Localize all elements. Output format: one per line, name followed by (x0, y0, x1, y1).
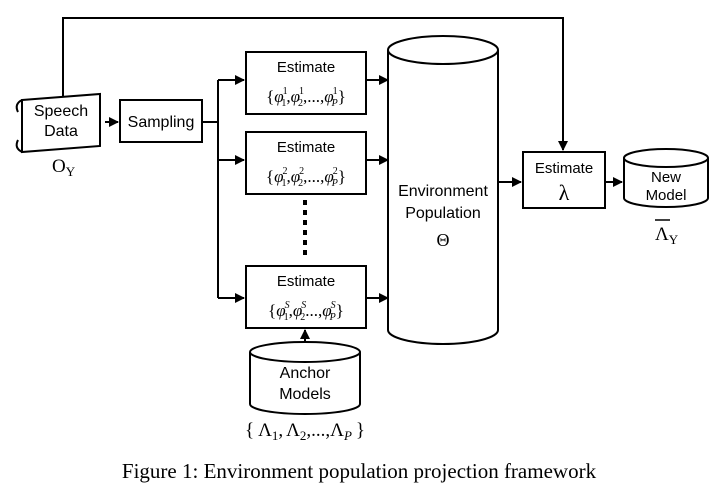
estimate-box-1: Estimate {φ1 1,φ1 2,...,φ1 P} (245, 51, 367, 115)
scroll-curl-top (15, 99, 23, 113)
environment-population-node: Environment Population Θ (387, 35, 499, 345)
speech-data-label-line1: Speech (34, 103, 88, 120)
estimate-1-title: Estimate (277, 59, 335, 76)
anchor-label-line2: Models (279, 386, 331, 403)
speech-data-node: Speech Data OY (15, 92, 101, 179)
estimate-s-title: Estimate (277, 273, 335, 290)
estimate-lambda-symbol: λ (559, 180, 570, 205)
population-cylinder-body (387, 50, 499, 345)
estimate-box-s: Estimate {φS 1,φS 2...,φS P} (245, 265, 367, 329)
estimate-lambda-box (522, 151, 606, 209)
estimate-box-2: Estimate {φ2 1,φ2 2,...,φ2 P} (245, 131, 367, 195)
speech-data-symbol: OY (52, 156, 76, 179)
anchor-model-set: {Λ1, Λ2,...,ΛP} (245, 420, 365, 443)
new-model-cylinder-body (623, 158, 709, 208)
estimate-lambda-node: Estimate λ (522, 151, 606, 209)
anchor-label-line1: Anchor (280, 365, 331, 382)
population-label-line2: Population (405, 205, 481, 222)
anchor-cylinder-body (249, 352, 361, 415)
new-model-node: New Model ΛY (623, 148, 709, 247)
population-label-line1: Environment (398, 183, 488, 200)
sampling-node: Sampling (119, 99, 203, 143)
speech-data-scroll-shape (21, 92, 101, 154)
new-model-cylinder-top (623, 148, 709, 168)
new-model-label-line1: New (651, 169, 681, 186)
estimate-2-title: Estimate (277, 139, 335, 156)
population-cylinder-top (387, 35, 499, 65)
new-model-symbol: ΛY (655, 224, 679, 247)
anchor-models-node: Anchor Models {Λ1, Λ2,...,ΛP} (245, 341, 365, 443)
scroll-curl-bottom (15, 139, 23, 153)
sampling-box (119, 99, 203, 143)
anchor-cylinder-top (249, 341, 361, 363)
estimate-lambda-title: Estimate (535, 160, 593, 177)
speech-to-lambda-connector (62, 17, 568, 151)
estimate-s-param-set: {φS 1,φS 2...,φS P} (268, 300, 344, 323)
estimate-1-param-set: {φ1 1,φ1 2,...,φ1 P} (266, 86, 346, 109)
figure-caption: Figure 1: Environment population project… (122, 459, 597, 483)
population-symbol: Θ (437, 230, 450, 250)
sampling-label: Sampling (128, 114, 195, 131)
speech-data-label-line2: Data (44, 123, 78, 140)
estimate-2-param-set: {φ2 1,φ2 2,...,φ2 P} (266, 166, 346, 189)
new-model-label-line2: Model (646, 187, 687, 204)
